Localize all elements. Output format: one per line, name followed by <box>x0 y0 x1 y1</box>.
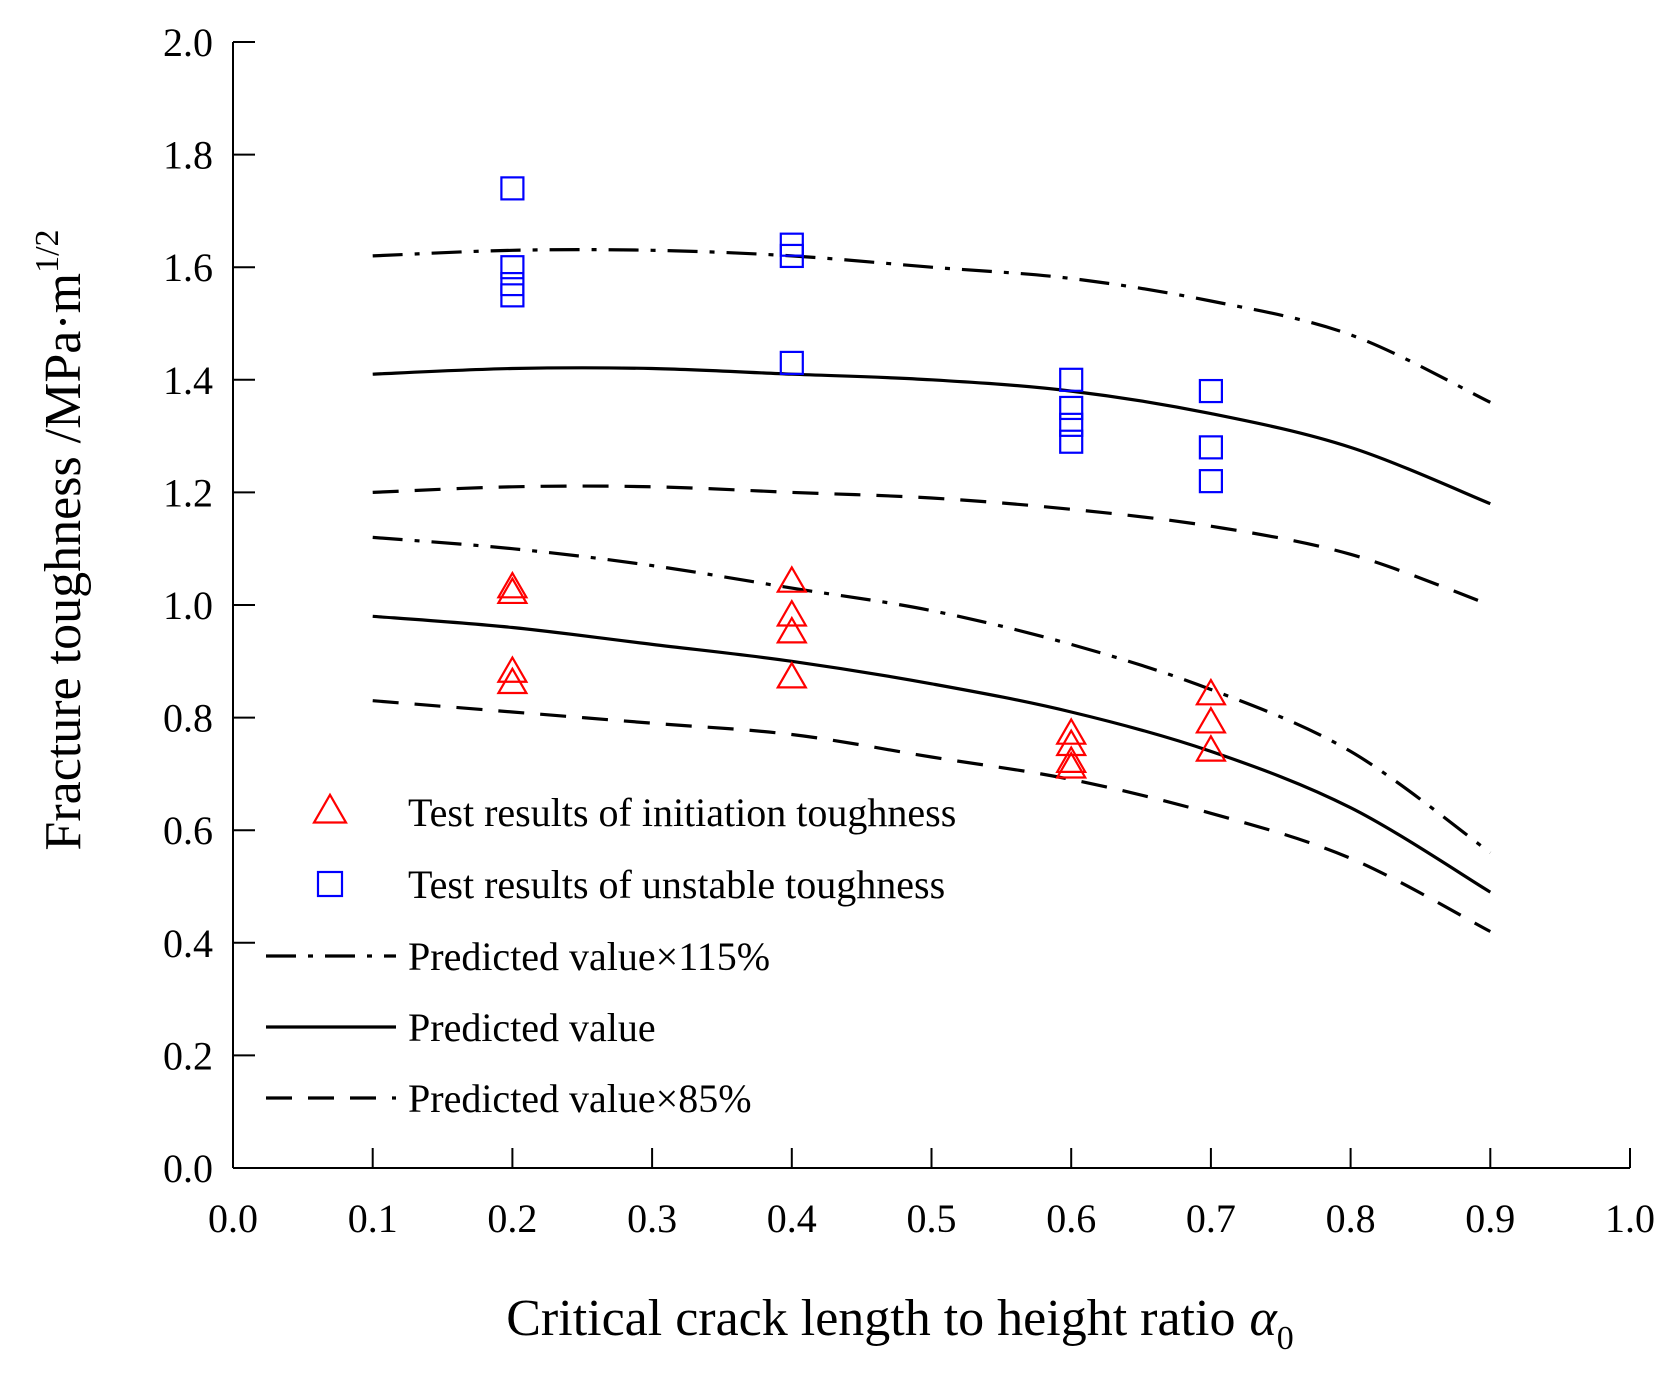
data-point-initiation <box>496 655 529 683</box>
data-point-initiation <box>775 615 808 644</box>
data-point-unstable <box>1059 395 1084 421</box>
x-tick-label: 0.9 <box>1465 1196 1515 1241</box>
data-point-initiation <box>775 599 808 627</box>
y-tick-label: 1.2 <box>163 470 213 515</box>
data-point-initiation <box>496 666 529 695</box>
data-point-initiation <box>496 570 529 599</box>
data-point-initiation <box>1055 745 1088 773</box>
y-tick-label: 1.0 <box>163 583 213 628</box>
x-tick-label: 0.6 <box>1046 1196 1096 1241</box>
data-point-unstable <box>1198 378 1224 404</box>
x-tick-label: 0.0 <box>208 1196 258 1241</box>
y-tick-label: 0.2 <box>163 1033 213 1078</box>
data-point-initiation <box>1055 751 1088 779</box>
series-line-dashdot <box>372 248 1491 404</box>
legend-label: Predicted value×115% <box>408 934 770 979</box>
y-tick-label: 0.4 <box>163 921 213 966</box>
x-tick-label: 0.5 <box>907 1196 957 1241</box>
x-tick-label: 0.4 <box>767 1196 817 1241</box>
data-point-unstable <box>1059 412 1084 437</box>
x-tick-label: 1.0 <box>1605 1196 1655 1241</box>
data-point-unstable <box>500 283 525 308</box>
y-tick-label: 0.0 <box>163 1146 213 1191</box>
data-point-initiation <box>775 660 808 689</box>
y-tick-label: 0.8 <box>163 696 213 741</box>
x-axis-title: Critical crack length to height ratio α0 <box>506 1290 1294 1357</box>
data-point-unstable <box>500 255 525 280</box>
legend: Test results of initiation toughness Test… <box>266 790 956 1121</box>
plot-area <box>372 176 1492 933</box>
legend-label: Predicted value <box>408 1005 656 1050</box>
series-line-dashed <box>372 699 1492 933</box>
x-tick-label: 0.2 <box>487 1196 537 1241</box>
data-point-unstable <box>779 243 804 269</box>
data-point-unstable <box>1059 429 1084 454</box>
x-tick-label: 0.8 <box>1326 1196 1376 1241</box>
legend-triangle-icon <box>312 792 348 824</box>
series-line-solid <box>372 366 1491 506</box>
x-tick-label: 0.7 <box>1186 1196 1236 1241</box>
legend-square-icon <box>316 870 344 898</box>
data-point-initiation <box>775 565 808 593</box>
legend-label: Test results of initiation toughness <box>408 790 956 835</box>
data-point-initiation <box>1055 717 1088 745</box>
series-line-dashdot <box>372 535 1492 854</box>
y-tick-label: 1.6 <box>163 245 213 290</box>
x-tick-label: 0.3 <box>627 1196 677 1241</box>
data-point-unstable <box>500 176 525 201</box>
data-point-unstable <box>779 350 804 376</box>
data-point-initiation <box>1194 734 1227 762</box>
x-tick-label: 0.1 <box>348 1196 398 1241</box>
y-tick-label: 0.6 <box>163 808 213 853</box>
data-point-initiation <box>1194 705 1227 734</box>
series-line-dashed <box>372 484 1491 607</box>
data-point-unstable <box>1059 367 1084 392</box>
y-tick-label: 1.4 <box>163 358 213 403</box>
data-point-initiation <box>1194 677 1227 706</box>
legend-label: Test results of unstable toughness <box>408 862 945 907</box>
legend-label: Predicted value×85% <box>408 1076 752 1121</box>
data-point-unstable <box>1198 469 1224 494</box>
y-tick-label: 2.0 <box>163 20 213 65</box>
y-tick-label: 1.8 <box>163 133 213 178</box>
y-axis-title: Fracture toughness /MPa·m1/2 <box>29 229 92 850</box>
data-point-unstable <box>1198 435 1224 460</box>
axes: 0.0 0.1 0.2 0.3 0.4 0.5 0.6 0.7 0.8 0.9 1.0 0.0 0.2 0… <box>163 20 1655 1241</box>
series-line-solid <box>372 614 1492 894</box>
data-point-initiation <box>496 576 529 605</box>
